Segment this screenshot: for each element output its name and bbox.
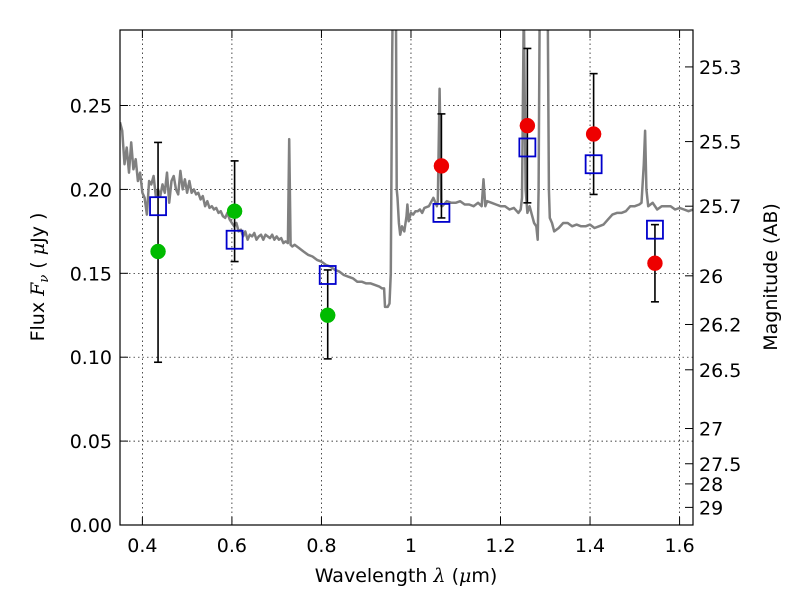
observed-point — [519, 117, 536, 134]
axis-ticks: 0.4 0.6 0.8 1 1.2 1.4 1.6 0.00 0.05 0.10 0.15 0.20 0… — [70, 30, 741, 557]
y-label-prefix: Flux — [27, 296, 49, 342]
y2-tick-label: 25.7 — [699, 196, 741, 218]
y2-tick-label: 26.5 — [699, 360, 741, 382]
y-label-unit: Jy ) — [27, 213, 49, 244]
x-tick-label: 0.4 — [127, 535, 157, 557]
x-label-open: ( — [446, 565, 459, 587]
y2-tick-label: 28 — [699, 474, 723, 496]
x-label-prefix: Wavelength — [315, 565, 434, 587]
y2-tick-label: 25.3 — [699, 57, 741, 79]
x-tick-label: 1.2 — [485, 535, 515, 557]
observed-point — [226, 203, 243, 219]
model-photometry-square — [584, 154, 603, 175]
y-label-subscript: ν — [37, 275, 52, 283]
x-label-symbol: λ — [432, 565, 445, 587]
model-photometry-square — [225, 229, 244, 250]
y-tick-label: 0.05 — [70, 431, 112, 453]
y2-tick-label: 27 — [699, 419, 723, 441]
observed-markers — [150, 117, 663, 324]
model-photometry-square — [149, 196, 167, 217]
y-tick-label: 0.15 — [70, 263, 112, 285]
y2-tick-label: 26 — [699, 266, 723, 288]
y2-tick-label: 29 — [699, 497, 723, 519]
model-photometry-markers — [149, 137, 664, 285]
x-axis-label: Wavelength λ (μm) — [315, 565, 498, 587]
y-label-unit-symbol: μ — [27, 243, 49, 255]
x-tick-label: 0.6 — [217, 535, 247, 557]
x-label-unit: m) — [471, 565, 497, 587]
x-label-unit-symbol: μ — [459, 565, 471, 587]
model-photometry-square — [432, 202, 451, 223]
y2-tick-label: 27.5 — [699, 454, 741, 476]
observed-point — [319, 307, 336, 324]
plot-frame — [119, 29, 694, 526]
model-photometry-square — [318, 265, 337, 285]
model-photometry-square — [646, 219, 664, 240]
y-tick-label: 0.25 — [70, 96, 112, 118]
y-tick-label: 0.00 — [70, 515, 112, 537]
observed-point — [150, 243, 166, 260]
model-photometry-square — [518, 137, 537, 158]
x-tick-label: 1 — [405, 535, 417, 557]
observed-point — [433, 158, 450, 174]
y-label-open: ( — [27, 255, 49, 275]
y2-tick-label: 26.2 — [699, 314, 741, 336]
x-tick-label: 1.6 — [664, 535, 694, 557]
x-tick-label: 1.4 — [575, 535, 605, 557]
observed-point — [585, 126, 602, 142]
y-tick-label: 0.20 — [70, 179, 112, 201]
grid — [120, 30, 693, 526]
y2-tick-label: 25.5 — [699, 132, 741, 154]
plot-area — [120, 30, 693, 309]
model-spectrum-line — [120, 30, 693, 309]
x-tick-label: 0.8 — [306, 535, 336, 557]
right-axis-label: Magnitude (AB) — [760, 203, 782, 351]
y-axis-label: Flux Fν ( μJy ) — [27, 213, 52, 342]
y-label-symbol: F — [27, 282, 49, 297]
observed-point — [647, 255, 663, 271]
y-tick-label: 0.10 — [70, 347, 112, 369]
